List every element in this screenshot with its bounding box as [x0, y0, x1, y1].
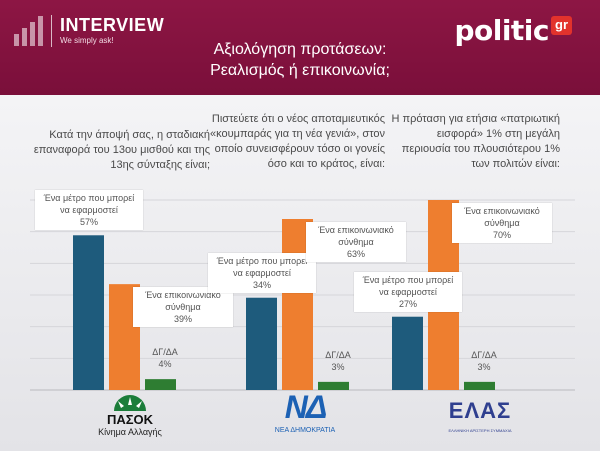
data-label-value: 63% — [346, 249, 365, 259]
data-label-value: 70% — [492, 230, 511, 240]
data-label-value: 4% — [158, 359, 172, 370]
data-label: Ένα επικοινωνιακό σύνθημα 39% — [133, 287, 233, 328]
page-title: Αξιολόγηση προτάσεων: Ρεαλισμός ή επικοι… — [0, 39, 600, 81]
data-label-value: 3% — [331, 361, 345, 372]
politic-logo: politic gr — [454, 14, 572, 47]
title-line-1: Αξιολόγηση προτάσεων: — [213, 41, 387, 58]
question-2: Πιστεύετε ότι ο νέος αποταμιευτικός «κου… — [210, 113, 385, 170]
data-label-series: ΔΓ/ΔΑ — [325, 349, 351, 360]
bar-2-series-3 — [318, 381, 349, 390]
party-subtitle: ΝΕΑ ΔΗΜΟΚΡΑΤΙΑ — [274, 427, 336, 434]
brand-tagline: We simply ask! — [60, 36, 114, 45]
header-banner: INTERVIEW We simply ask! politic gr Αξιο… — [0, 0, 600, 95]
brand-divider — [51, 15, 52, 47]
data-label: Ένα επικοινωνιακό σύνθημα 70% — [452, 203, 552, 243]
data-label-series: Ένα μέτρο που μπορεί να εφαρμοστεί — [43, 193, 135, 216]
data-label-value: 39% — [173, 314, 192, 325]
data-label-value: 34% — [252, 279, 271, 290]
nd-logo-mark: ΝΔ — [284, 389, 328, 425]
party-subtitle: Κίνημα Αλλαγής — [98, 427, 162, 437]
data-label-series: Ένα επικοινωνιακό σύνθημα — [464, 206, 540, 228]
party-name: ΠΑΣΟΚ — [106, 412, 154, 427]
logo-text: politic — [454, 14, 549, 47]
data-label-series: ΔΓ/ΔΑ — [471, 349, 497, 360]
data-label-series: Ένα επικοινωνιακό σύνθημα — [145, 290, 221, 313]
data-label: ΔΓ/ΔΑ 3% — [456, 347, 512, 375]
bar-2-series-1 — [246, 297, 277, 390]
interview-brand: INTERVIEW We simply ask! — [14, 14, 164, 48]
data-label: Ένα μέτρο που μπορεί να εφαρμοστεί 57% — [35, 190, 143, 231]
data-label: ΔΓ/ΔΑ 4% — [137, 344, 193, 372]
party-name: ΕΛΑΣ — [448, 398, 512, 423]
data-label-value: 57% — [79, 217, 98, 228]
question-3: Η πρόταση για ετήσια «πατριωτική εισφορά… — [391, 113, 561, 170]
bar-3-series-3 — [464, 381, 495, 390]
data-label-series: Ένα επικοινωνιακό σύνθημα — [318, 225, 394, 247]
question-1: Κατά την άποψή σας, η σταδιακή επαναφορά… — [33, 129, 210, 171]
party-logo-nd: ΝΔ ΝΕΑ ΔΗΜΟΚΡΑΤΙΑ — [260, 389, 350, 435]
data-label-series: Ένα μέτρο που μπορεί να εφαρμοστεί — [216, 255, 308, 278]
data-label-value: 27% — [398, 298, 417, 309]
brand-name: INTERVIEW — [60, 15, 165, 35]
bar-1-series-1 — [73, 235, 104, 390]
data-label: Ένα μέτρο που μπορεί να εφαρμοστεί 34% — [208, 252, 316, 293]
data-label-series: Ένα μέτρο που μπορεί να εφαρμοστεί — [362, 274, 454, 297]
logo-badge: gr — [551, 16, 572, 35]
data-label-series: ΔΓ/ΔΑ — [152, 347, 178, 358]
party-subtitle: ΕΛΛΗΝΙΚΗ ΑΡΙΣΤΕΡΗ ΣΥΜΜΑΧΙΑ — [448, 428, 512, 433]
bars-icon — [14, 16, 43, 46]
data-label: Ένα μέτρο που μπορεί να εφαρμοστεί 27% — [354, 271, 462, 312]
sun-icon — [114, 395, 146, 411]
bar-3-series-1 — [392, 316, 423, 390]
data-label-value: 3% — [477, 361, 491, 372]
bar-1-series-3 — [145, 379, 176, 390]
data-label: ΔΓ/ΔΑ 3% — [310, 347, 366, 375]
data-label: Ένα επικοινωνιακό σύνθημα 63% — [306, 222, 406, 262]
title-line-2: Ρεαλισμός ή επικοινωνία; — [210, 62, 390, 79]
party-logo-elas: ΕΛΑΣ ΕΛΛΗΝΙΚΗ ΑΡΙΣΤΕΡΗ ΣΥΜΜΑΧΙΑ — [430, 400, 530, 434]
party-logo-pasok: ΠΑΣΟΚ Κίνημα Αλλαγής — [90, 395, 170, 438]
